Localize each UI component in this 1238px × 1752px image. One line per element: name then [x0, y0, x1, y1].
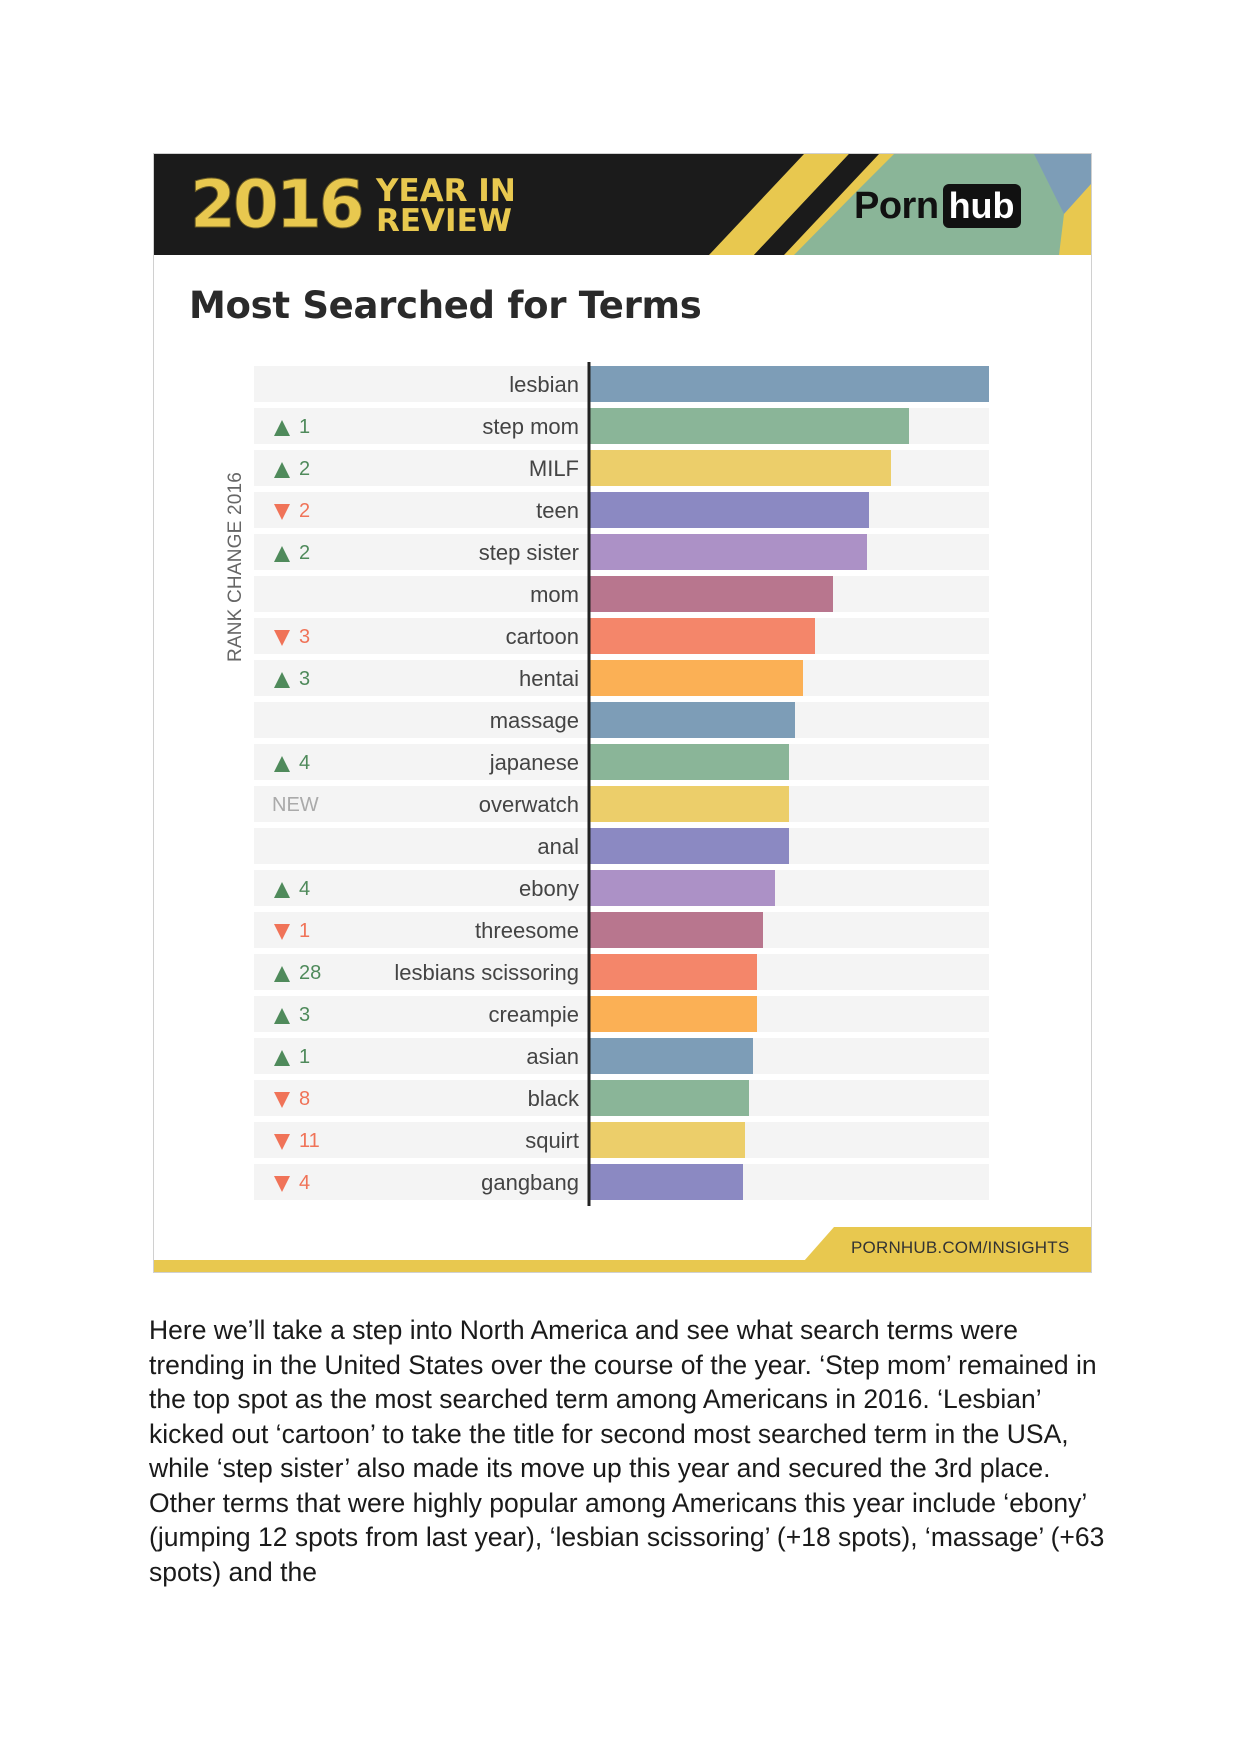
- bar-7: [589, 660, 803, 696]
- rank-change-label: 1: [299, 920, 310, 942]
- bar-13: [589, 912, 763, 948]
- term-label: threesome: [475, 918, 579, 943]
- rank-change-label: 4: [299, 878, 310, 900]
- chart-title: Most Searched for Terms: [189, 284, 702, 327]
- infographic-card: 2016 YEAR IN REVIEW Porn hub Most Search…: [153, 153, 1092, 1273]
- rank-down-arrow-icon: [274, 504, 290, 520]
- term-label: mom: [530, 582, 579, 607]
- bar-4: [589, 534, 867, 570]
- bar-16: [589, 1038, 753, 1074]
- rank-up-arrow-icon: [274, 462, 290, 478]
- rank-change-label: 4: [299, 752, 310, 774]
- rank-up-arrow-icon: [274, 546, 290, 562]
- body-paragraph: Here we’ll take a step into North Americ…: [149, 1315, 1105, 1587]
- bar-18: [589, 1122, 745, 1158]
- rank-down-arrow-icon: [274, 630, 290, 646]
- footer-url: PORNHUB.COM/INSIGHTS: [851, 1238, 1070, 1257]
- rank-change-label: 11: [299, 1130, 320, 1152]
- rank-change-label: NEW: [272, 794, 319, 816]
- term-label: teen: [536, 498, 579, 523]
- rank-up-arrow-icon: [274, 1008, 290, 1024]
- term-label: hentai: [519, 666, 579, 691]
- footer-strip: [154, 1260, 1091, 1272]
- rank-up-arrow-icon: [274, 756, 290, 772]
- bar-chart: lesbian step mom 1 MILF 2 teen 2 step sister 2 mo…: [254, 362, 989, 1206]
- brand-logo-part2: hub: [942, 184, 1021, 228]
- rank-down-arrow-icon: [274, 1134, 290, 1150]
- bar-0: [589, 366, 989, 402]
- term-label: asian: [526, 1044, 579, 1069]
- term-label: step sister: [479, 540, 579, 565]
- term-label: black: [528, 1086, 580, 1111]
- rank-change-label: 28: [299, 962, 321, 984]
- bar-12: [589, 870, 775, 906]
- term-label: lesbian: [509, 372, 579, 397]
- header-year-in-review: YEAR IN REVIEW: [376, 173, 516, 239]
- term-label: squirt: [525, 1128, 579, 1153]
- rank-down-arrow-icon: [274, 924, 290, 940]
- bar-9: [589, 744, 789, 780]
- footer-tab: [804, 1227, 1091, 1261]
- bar-19: [589, 1164, 743, 1200]
- year-in-review-line2: REVIEW: [376, 203, 512, 239]
- term-label: japanese: [489, 750, 579, 775]
- bar-3: [589, 492, 869, 528]
- rank-down-arrow-icon: [274, 1092, 290, 1108]
- bar-15: [589, 996, 757, 1032]
- bar-14: [589, 954, 757, 990]
- rank-up-arrow-icon: [274, 882, 290, 898]
- bar-8: [589, 702, 795, 738]
- term-label: ebony: [519, 876, 579, 901]
- rank-change-label: 2: [299, 542, 310, 564]
- rank-up-arrow-icon: [274, 966, 290, 982]
- term-label: lesbians scissoring: [394, 960, 579, 985]
- term-label: overwatch: [479, 792, 579, 817]
- bar-1: [589, 408, 909, 444]
- year-in-review-line1: YEAR IN: [376, 173, 516, 209]
- rank-change-label: 1: [299, 416, 310, 438]
- rank-up-arrow-icon: [274, 1050, 290, 1066]
- rank-change-label: 4: [299, 1172, 310, 1194]
- rank-change-label: 3: [299, 1004, 310, 1026]
- term-label: gangbang: [481, 1170, 579, 1195]
- term-label: massage: [490, 708, 579, 733]
- rank-change-label: 3: [299, 668, 310, 690]
- bar-17: [589, 1080, 749, 1116]
- infographic-header: 2016 YEAR IN REVIEW Porn hub: [154, 154, 1091, 255]
- term-label: creampie: [489, 1002, 579, 1027]
- term-label: cartoon: [506, 624, 579, 649]
- rank-up-arrow-icon: [274, 672, 290, 688]
- term-label: step mom: [482, 414, 579, 439]
- bar-5: [589, 576, 833, 612]
- term-label: MILF: [529, 456, 579, 481]
- rank-change-label: 2: [299, 458, 310, 480]
- bar-6: [589, 618, 815, 654]
- rank-change-label: 3: [299, 626, 310, 648]
- bar-11: [589, 828, 789, 864]
- header-year: 2016: [190, 166, 366, 243]
- rank-change-label: 8: [299, 1088, 310, 1110]
- rank-change-label: 2: [299, 500, 310, 522]
- rank-change-label: 1: [299, 1046, 310, 1068]
- rank-up-arrow-icon: [274, 420, 290, 436]
- bar-2: [589, 450, 891, 486]
- term-label: anal: [537, 834, 579, 859]
- brand-logo: Porn hub: [854, 182, 1021, 230]
- rank-down-arrow-icon: [274, 1176, 290, 1192]
- bar-10: [589, 786, 789, 822]
- brand-logo-part1: Porn: [854, 184, 939, 227]
